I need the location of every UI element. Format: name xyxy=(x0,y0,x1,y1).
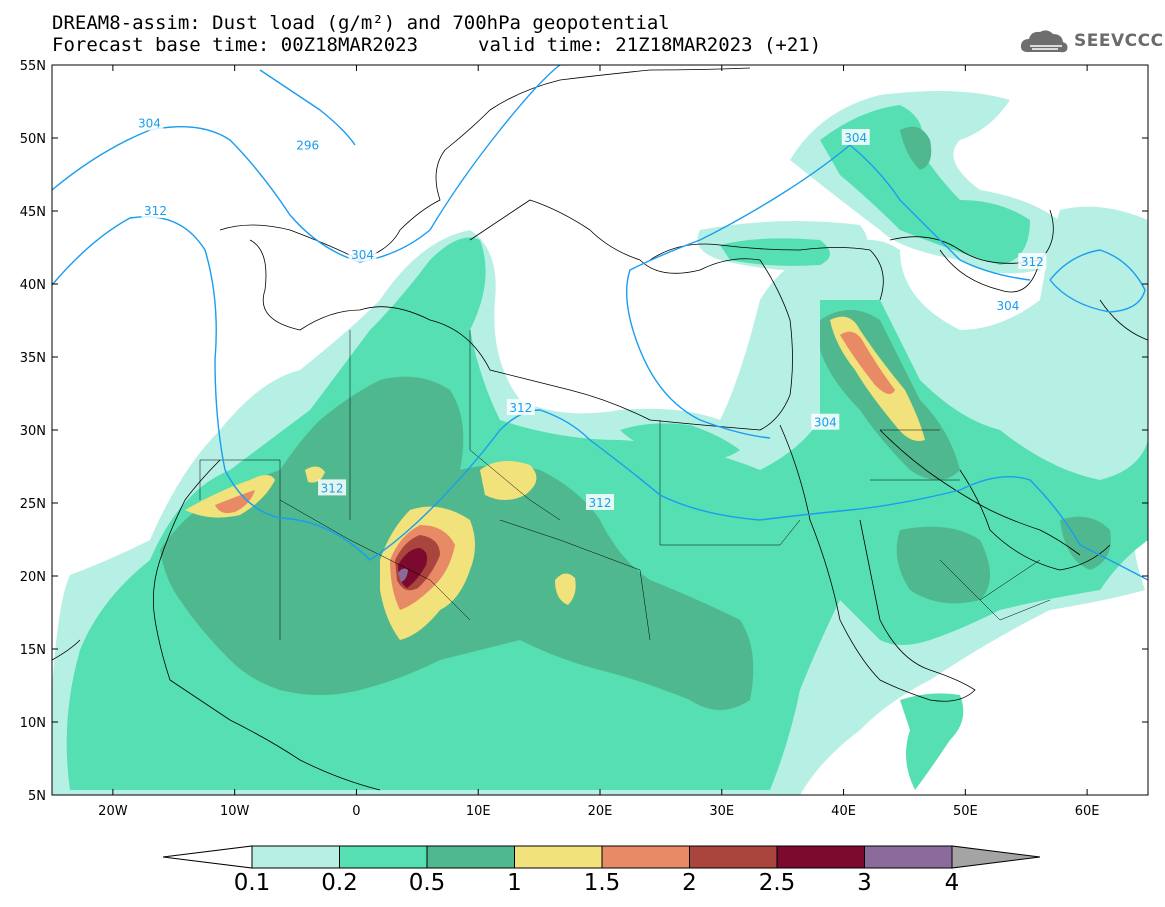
contour-label-bg xyxy=(348,245,377,262)
contour-label-bg xyxy=(506,399,535,416)
contour-label-bg xyxy=(318,479,347,496)
lon-tick-label: 10E xyxy=(466,804,491,819)
colorbar-level-label: 0.5 xyxy=(408,870,446,896)
lon-tick-label: 0 xyxy=(352,804,360,819)
contour-label-bg xyxy=(993,296,1022,313)
contour-label-bg xyxy=(841,129,870,145)
lat-tick-label: 15N xyxy=(20,643,46,658)
contour-label: 304 xyxy=(997,299,1020,313)
contour-label: 304 xyxy=(844,131,867,145)
geopotential-contours xyxy=(52,65,1148,581)
dust-field xyxy=(52,91,1148,795)
colorbar-level-label: 0.2 xyxy=(321,870,358,896)
lon-tick-label: 60E xyxy=(1075,804,1100,819)
colorbar-level-label: 3 xyxy=(857,870,872,896)
colorbar-level-label: 2 xyxy=(682,870,697,896)
contour-label: 304 xyxy=(138,116,161,130)
lon-tick-label: 20W xyxy=(98,804,128,819)
contour-label-bg xyxy=(1018,253,1047,270)
contour-label-bg xyxy=(811,413,840,430)
valid-time: valid time: 21Z18MAR2023 (+21) xyxy=(478,34,822,56)
colorbar-level-label: 4 xyxy=(944,870,960,896)
seevccc-logo: SEEVCCC xyxy=(1018,26,1164,56)
lat-tick-label: 20N xyxy=(20,570,46,585)
map-title: DREAM8-assim: Dust load (g/m²) and 700hP… xyxy=(52,12,670,34)
contour-label: 304 xyxy=(814,416,837,430)
lon-tick-label: 20E xyxy=(588,804,613,819)
lon-tick-label: 50E xyxy=(953,804,978,819)
forecast-base-time: Forecast base time: 00Z18MAR2023 xyxy=(52,34,419,56)
cloud-icon xyxy=(1020,30,1068,53)
lon-tick-label: 30E xyxy=(709,804,734,819)
colorbar-level-label: 1.5 xyxy=(583,870,621,896)
lat-tick-label: 40N xyxy=(20,278,46,293)
coastlines xyxy=(52,67,1148,791)
contour-label: 312 xyxy=(509,401,532,415)
contour-label-bg xyxy=(141,202,170,218)
lon-tick-label: 10W xyxy=(220,804,250,819)
contour-label: 312 xyxy=(1021,255,1044,269)
lat-tick-label: 55N xyxy=(20,59,46,74)
contour-labels: 304 296 312 304 312 312 304 304 304 312 312 xyxy=(135,114,1047,510)
colorbar-level-label: 0.1 xyxy=(233,870,271,896)
contour-label: 312 xyxy=(321,481,344,495)
colorbar-level-label: 2.5 xyxy=(758,870,796,896)
lat-tick-label: 50N xyxy=(20,132,46,147)
lat-tick-label: 5N xyxy=(28,789,46,804)
latitude-axis: 55N 50N 45N 40N 35N 30N 25N 20N 15N 10N 5N xyxy=(20,59,1148,804)
lat-tick-label: 30N xyxy=(20,424,46,439)
contour-label: 312 xyxy=(589,496,612,510)
contour-label: 312 xyxy=(144,204,167,218)
lat-tick-label: 10N xyxy=(20,716,46,731)
contour-label-bg xyxy=(293,136,322,153)
contour-label-bg xyxy=(135,114,164,131)
contour-label: 296 xyxy=(296,138,319,152)
country-borders xyxy=(199,330,1051,641)
logo-text: SEEVCCC xyxy=(1074,31,1164,51)
lon-tick-label: 40E xyxy=(831,804,856,819)
longitude-axis: 20W 10W 0 10E 20E 30E 40E 50E 60E xyxy=(98,65,1099,819)
contour-label-bg xyxy=(586,494,614,510)
lat-tick-label: 35N xyxy=(20,351,46,366)
lat-tick-label: 25N xyxy=(20,497,46,512)
contour-label: 304 xyxy=(351,248,374,262)
lat-tick-label: 45N xyxy=(20,205,46,220)
colorbar-level-label: 1 xyxy=(507,870,522,896)
